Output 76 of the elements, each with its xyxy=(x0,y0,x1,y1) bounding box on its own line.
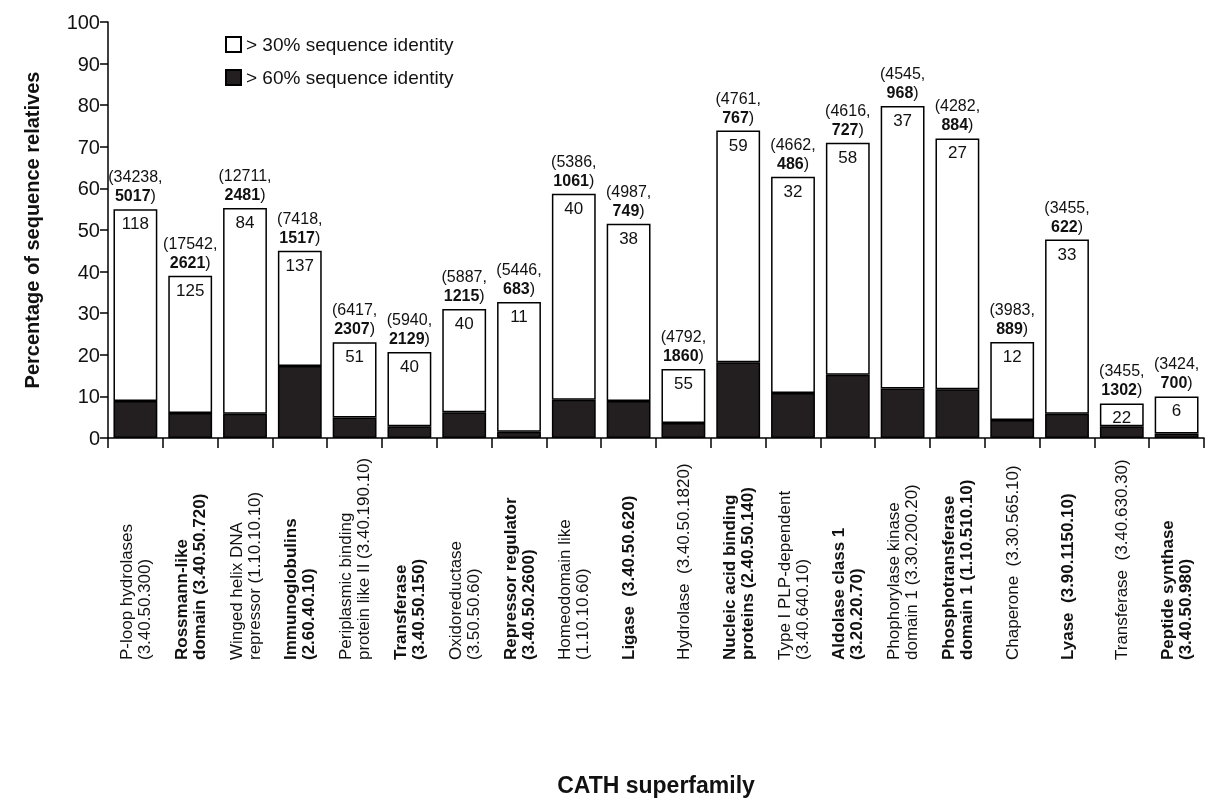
data-label: (3983, 889) xyxy=(989,300,1035,337)
y-tick-label: 30 xyxy=(77,302,100,325)
x-tick-label: Immunoglobulins (2.60.40.10) xyxy=(281,518,319,660)
y-tick-label: 10 xyxy=(77,385,100,408)
annotation: 59 xyxy=(728,135,748,155)
x-tick-label: Transferase (3.40.630.30) xyxy=(1112,459,1132,660)
data-label: (7418, 1517) xyxy=(277,209,323,246)
annotation: 33 xyxy=(1057,244,1077,264)
x-tick-label: Aldolase class 1 (3.20.20.70) xyxy=(829,527,867,660)
annotation: 58 xyxy=(838,147,858,167)
y-tick-label: 0 xyxy=(88,427,100,449)
annotation: 125 xyxy=(176,280,205,300)
x-tick-label: Transferase (3.40.50.150) xyxy=(390,558,428,660)
y-tick-label: 100 xyxy=(66,11,100,33)
x-tick-label: Phosphotransferase domain 1 (1.10.510.10) xyxy=(938,479,976,660)
data-label: (4545, 968) xyxy=(879,65,926,102)
x-tick-label: Type I PLP-dependent (3.40.640.10) xyxy=(774,490,812,660)
x-axis-title: CATH superfamily xyxy=(557,771,756,798)
annotation: 32 xyxy=(783,181,803,201)
data-label: (4616, 727) xyxy=(825,101,871,138)
annotation: 40 xyxy=(454,314,474,334)
data-label: (4662, 486) xyxy=(770,135,816,172)
annotation: 22 xyxy=(1112,408,1132,428)
x-tick-label: Ligase (3.40.50.620) xyxy=(619,495,639,660)
data-label: (5940, 2129) xyxy=(386,310,433,347)
x-tick-label: Homeodomain like (1.10.10.60) xyxy=(555,519,593,660)
legend-label: > 30% sequence identity xyxy=(246,34,455,55)
annotation: 6 xyxy=(1171,401,1182,421)
x-tick-label: Repressor regulator (3.40.50.2600) xyxy=(500,497,538,660)
annotation: 12 xyxy=(1002,346,1022,366)
annotation: 27 xyxy=(947,143,967,163)
x-tick-label: Winged helix DNA repressor (1.10.10.10) xyxy=(226,491,264,660)
annotation: 40 xyxy=(399,356,419,376)
y-tick-label: 20 xyxy=(77,343,100,366)
data-label: (3455, 1302) xyxy=(1099,362,1145,399)
data-label: (6417, 2307) xyxy=(331,301,378,338)
data-label: (17542, 2621) xyxy=(163,234,218,271)
x-tick-label: P-loop hydrolases (3.40.50.300) xyxy=(116,523,154,660)
data-label: (4761, 767) xyxy=(715,89,761,126)
y-tick-label: 60 xyxy=(77,177,100,200)
x-tick-label: Nucleic acid binding proteins (2.40.50.140) xyxy=(719,487,757,660)
y-tick-label: 80 xyxy=(77,94,100,117)
x-tick-label: Hydrolase (3.40.50.1820) xyxy=(673,463,693,660)
annotation: 55 xyxy=(673,373,693,393)
annotation: 118 xyxy=(121,214,149,234)
bar xyxy=(1154,396,1199,434)
data-label: (4792, 1860) xyxy=(660,327,707,364)
data-label: (4282, 884) xyxy=(934,97,981,134)
y-axis-title: Percentage of sequence relatives xyxy=(21,71,43,389)
annotation: 40 xyxy=(564,198,584,218)
data-label: (5386, 1061) xyxy=(551,152,597,189)
y-tick-label: 70 xyxy=(77,135,100,158)
annotation: 11 xyxy=(510,306,528,326)
y-tick-label: 50 xyxy=(77,219,100,241)
data-label: (3455, 622) xyxy=(1044,198,1090,235)
data-label: (12711, 2481) xyxy=(218,166,272,203)
y-tick-label: 40 xyxy=(77,260,100,283)
annotation: 37 xyxy=(893,111,913,131)
x-tick-label: Peptide synthase (3.40.50.980) xyxy=(1158,520,1196,660)
x-tick-label: Oxidoreductase (3.50.50.60) xyxy=(445,540,483,660)
x-tick-label: Chaperone (3.30.565.10) xyxy=(1002,465,1022,660)
data-label: (5446, 683) xyxy=(496,260,542,297)
data-label: (34238, 5017) xyxy=(108,168,163,205)
x-tick-label: Periplasmic binding protein like II (3.40.190.10) xyxy=(336,457,374,660)
annotation: 51 xyxy=(345,347,365,367)
legend-label: > 60% sequence identity xyxy=(246,67,455,88)
annotation: 137 xyxy=(285,255,314,275)
annotation: 84 xyxy=(235,212,255,232)
y-tick-label: 90 xyxy=(77,52,100,75)
data-label: (5887, 1215) xyxy=(441,268,487,305)
data-label: (4987, 749) xyxy=(605,182,652,219)
annotation: 38 xyxy=(619,228,639,248)
x-tick-label: Lyase (3.90.1150.10) xyxy=(1057,493,1077,660)
data-label: (3424, 700) xyxy=(1153,355,1200,392)
x-tick-label: Rossmann-like domain (3.40.50.720) xyxy=(171,493,209,660)
x-tick-label: Phophorylase kinase domain 1 (3.30.200.20) xyxy=(884,484,922,660)
